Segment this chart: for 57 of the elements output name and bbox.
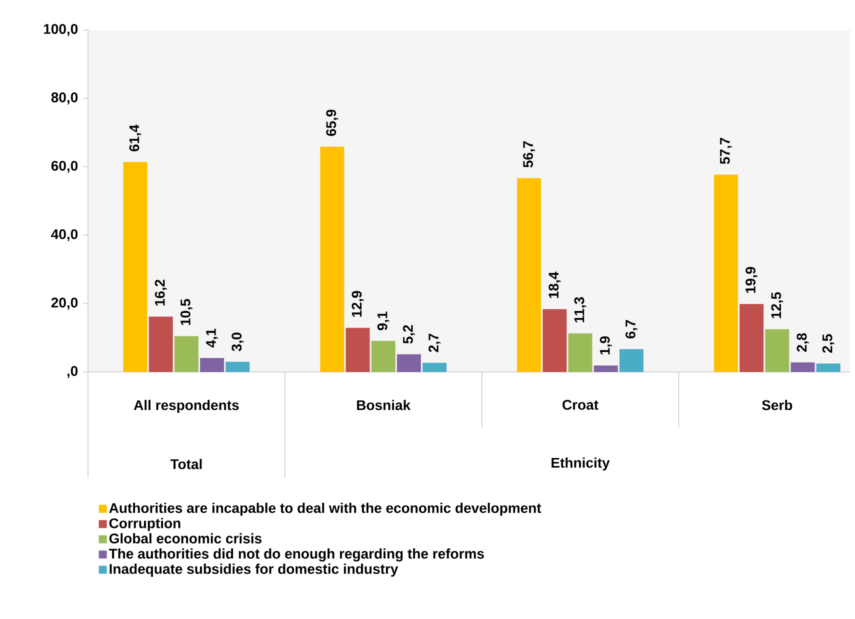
data-label: 4,1 bbox=[206, 328, 218, 348]
data-label: 2,5 bbox=[822, 334, 834, 353]
data-label: 18,4 bbox=[548, 272, 561, 298]
data-label: 5,2 bbox=[402, 325, 415, 344]
bar bbox=[568, 333, 592, 372]
bar bbox=[542, 309, 567, 372]
data-label: 19,9 bbox=[746, 267, 758, 293]
data-label: 2,7 bbox=[428, 334, 441, 352]
y-tick-label: ,0 bbox=[67, 366, 78, 378]
text: Total bbox=[170, 458, 202, 470]
bar bbox=[422, 362, 447, 372]
data-label: 3,0 bbox=[232, 332, 244, 352]
data-label: 12,9 bbox=[352, 290, 364, 317]
bar bbox=[226, 362, 250, 372]
legend-label: The authorities did not do enough regarding the reforms bbox=[108, 548, 484, 562]
data-label: 61,4 bbox=[129, 124, 142, 152]
bar bbox=[765, 329, 790, 372]
y-tick-label: 60,0 bbox=[51, 160, 78, 173]
x-tick-label: Bosniak bbox=[357, 400, 411, 410]
x-tick-label: Croat bbox=[562, 400, 598, 410]
legend-label: Authorities are incapable to deal with the economic development bbox=[109, 502, 542, 516]
bar bbox=[200, 358, 224, 372]
bar bbox=[148, 316, 173, 372]
bar bbox=[174, 336, 198, 372]
data-label: 12,5 bbox=[771, 292, 784, 318]
data-label: 56,7 bbox=[523, 141, 536, 168]
bar bbox=[619, 349, 644, 372]
bar bbox=[790, 362, 815, 372]
bar bbox=[371, 340, 396, 372]
data-label: 57,7 bbox=[720, 138, 732, 164]
bar bbox=[714, 174, 738, 372]
data-label: 6,7 bbox=[625, 320, 638, 338]
bar bbox=[346, 328, 370, 372]
legend-label: Corruption bbox=[109, 518, 180, 532]
data-label: 65,9 bbox=[326, 110, 338, 136]
y-tick-label: 80,0 bbox=[51, 92, 78, 104]
bar bbox=[594, 366, 618, 372]
data-label: 16,2 bbox=[154, 280, 167, 306]
data-label: 9,1 bbox=[377, 312, 390, 330]
legend-label: Global economic crisis bbox=[109, 533, 262, 544]
y-tick-label: 40,0 bbox=[51, 229, 78, 242]
data-label: 10,5 bbox=[180, 299, 192, 326]
bar bbox=[320, 146, 344, 372]
data-label: 11,3 bbox=[574, 297, 586, 322]
y-tick-label: 20,0 bbox=[51, 298, 78, 310]
data-label: 2,8 bbox=[796, 333, 809, 352]
x-tick-label: Serb bbox=[762, 400, 792, 410]
data-label: 1,9 bbox=[600, 336, 612, 354]
text: Ethnicity bbox=[552, 457, 610, 471]
bar bbox=[816, 363, 840, 372]
bar bbox=[123, 162, 148, 372]
x-tick-label: All respondents bbox=[134, 400, 239, 413]
bar bbox=[517, 178, 542, 372]
bar bbox=[396, 354, 421, 372]
legend-label: Inadequate subsidies for domestic industry bbox=[110, 564, 398, 577]
bar bbox=[740, 304, 764, 372]
y-tick-label: 100,0 bbox=[44, 24, 78, 36]
